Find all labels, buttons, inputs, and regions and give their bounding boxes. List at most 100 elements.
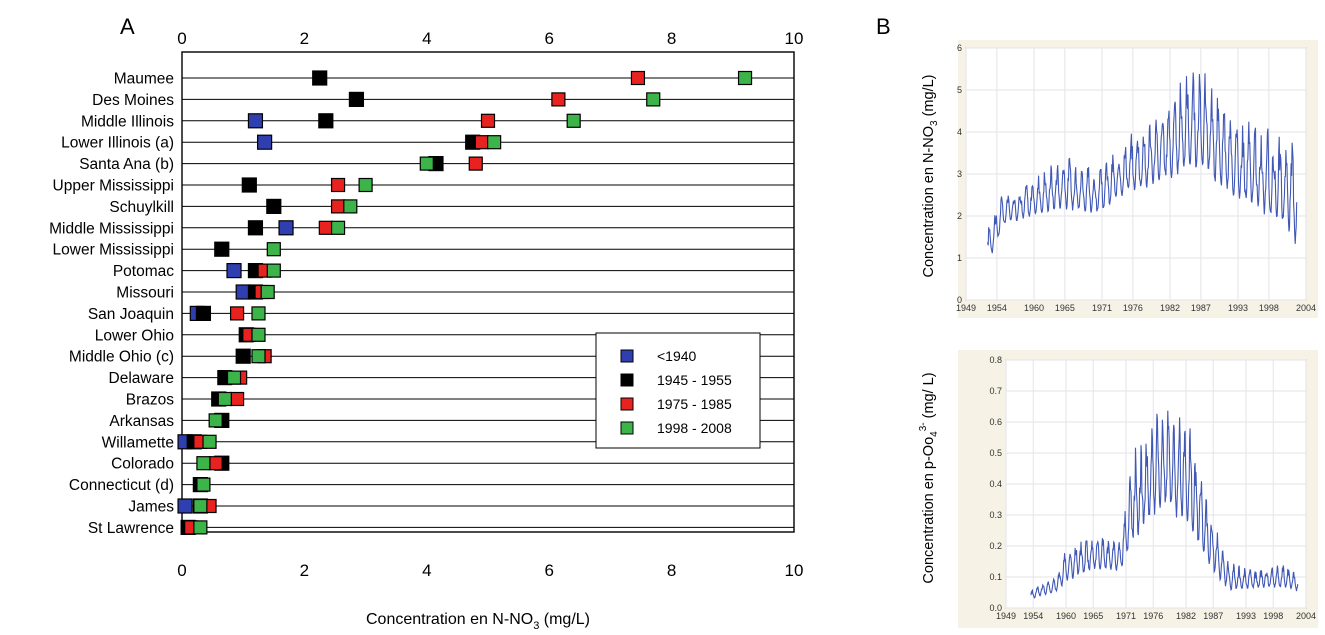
category-label-maumee: Maumee	[114, 71, 174, 88]
category-label-arkansas: Arkansas	[109, 413, 174, 430]
y-tick-label: 0.3	[989, 510, 1002, 520]
marker-connecticut-d-1998-2008	[196, 477, 211, 492]
panel-a-x-axis-title-sub: 3	[533, 620, 539, 632]
marker-colorado-1998-2008	[196, 456, 211, 471]
marker-lower-illinois-a-1998-2008	[487, 135, 502, 150]
panel-b-bottom-chart: 1949 1954 1960 1965 1971 1976 1982 1987 1993 1998…	[918, 350, 1318, 628]
panel-b-top-chart: 1949 1954 1960 1965 1971 1976 1982 1987 1993 1998…	[921, 40, 1318, 318]
panel-a-chart: 0 2 4 6 8 10 0 2 4 6 8 10 Maumee Des Moines Middle I…	[49, 29, 803, 632]
top-tick-label: 0	[177, 29, 186, 48]
category-label-middle-mississippi: Middle Mississippi	[49, 220, 174, 237]
marker-middle-mississippi-1940	[278, 220, 294, 236]
x-tick-label: 1982	[1160, 303, 1180, 313]
panel-a-top-ticks: 0 2 4 6 8 10	[177, 29, 803, 48]
category-label-missouri: Missouri	[116, 285, 174, 302]
x-tick-label: 1987	[1191, 303, 1211, 313]
marker-middle-illinois-1945-1955	[318, 113, 334, 129]
top-tick-label: 4	[422, 29, 431, 48]
panel-a-plot-frame	[181, 51, 795, 533]
x-tick-label: 1965	[1083, 611, 1103, 621]
marker-upper-mississippi-1945-1955	[241, 177, 257, 193]
panel-label-b: B	[876, 14, 891, 39]
marker-san-joaquin-1975-1985	[229, 306, 245, 321]
y-tick-label: 0.5	[989, 448, 1002, 458]
category-label-lower-ohio: Lower Ohio	[95, 327, 174, 344]
marker-des-moines-1945-1955	[348, 91, 365, 108]
y-tick-label: 0	[957, 295, 962, 305]
legend-label-1945-1955: 1945 - 1955	[657, 372, 732, 388]
category-label-potomac: Potomac	[113, 263, 174, 280]
marker-middle-mississippi-1945-1955	[247, 220, 264, 236]
panel-a-x-axis-title-tail: (mg/L)	[539, 611, 590, 628]
category-label-willamette: Willamette	[102, 434, 174, 451]
y-tick-label: 4	[957, 127, 962, 137]
marker-potomac-1940	[226, 263, 242, 279]
y-tick-label: 0.8	[989, 355, 1002, 365]
marker-colorado-1975-1985	[208, 456, 223, 471]
marker-missouri-1998-2008	[260, 284, 275, 300]
marker-santa-ana-b-1998-2008	[419, 156, 434, 171]
panel-a-category-labels: Maumee Des Moines Middle Illinois Lower Ill…	[49, 71, 174, 537]
marker-schuylkill-1998-2008	[343, 199, 358, 214]
bottom-tick-label: 4	[422, 561, 431, 580]
marker-middle-illinois-1975-1985	[480, 113, 496, 128]
x-tick-label: 2004	[1296, 303, 1316, 313]
marker-maumee-1975-1985	[630, 70, 646, 86]
marker-san-joaquin-1945-1955	[195, 305, 212, 321]
marker-lower-illinois-a-1940	[257, 134, 273, 150]
marker-lower-mississippi-1945-1955	[214, 241, 230, 257]
marker-santa-ana-b-1975-1985	[468, 156, 483, 171]
panel-a-x-axis-title-main: Concentration en N-NO	[366, 611, 533, 628]
panel-b-top-series-line	[987, 72, 1298, 254]
category-label-delaware: Delaware	[109, 370, 174, 387]
x-tick-label: 1960	[1024, 303, 1044, 313]
x-tick-label: 1982	[1176, 611, 1196, 621]
legend-label-1998-2008: 1998 - 2008	[657, 420, 732, 436]
marker-lower-ohio-1998-2008	[251, 327, 266, 342]
marker-middle-mississippi-1998-2008	[330, 220, 346, 235]
y-tick-label: 0.4	[989, 479, 1002, 489]
y-tick-label: 3	[957, 169, 962, 179]
x-tick-label: 1993	[1236, 611, 1256, 621]
legend-swatch-1998-2008	[620, 421, 634, 435]
x-tick-label: 1954	[987, 303, 1007, 313]
category-label-upper-mississippi: Upper Mississippi	[53, 178, 174, 195]
legend-swatch-1945-1955	[620, 373, 634, 387]
x-tick-label: 1998	[1259, 303, 1279, 313]
marker-st-lawrence-1998-2008	[193, 520, 208, 535]
marker-schuylkill-1945-1955	[266, 198, 282, 214]
marker-delaware-1998-2008	[226, 370, 242, 385]
marker-willamette-1998-2008	[202, 434, 217, 449]
bottom-tick-label: 2	[300, 561, 309, 580]
panel-b-top-y-axis-title-main: Concentration en N-NO	[921, 126, 937, 278]
category-label-lower-mississippi: Lower Mississippi	[53, 242, 174, 259]
x-tick-label: 2004	[1296, 611, 1316, 621]
marker-des-moines-1998-2008	[646, 92, 661, 107]
bottom-tick-label: 10	[785, 561, 804, 580]
y-tick-label: 0.0	[989, 603, 1002, 613]
panel-b-bottom-y-axis-title: Concentration en p-Oo43- (mg/ L)	[918, 372, 940, 583]
legend-label-1975-1985: 1975 - 1985	[657, 396, 732, 412]
marker-middle-ohio-c-1945-1955	[235, 348, 251, 364]
x-tick-label: 1949	[956, 303, 976, 313]
panel-b-top-y-axis-title-sub: 3	[929, 120, 940, 126]
bottom-tick-label: 0	[177, 561, 186, 580]
x-tick-label: 1949	[996, 611, 1016, 621]
top-tick-label: 6	[544, 29, 553, 48]
marker-maumee-1998-2008	[737, 70, 753, 86]
marker-arkansas-1998-2008	[208, 413, 223, 428]
x-tick-label: 1998	[1263, 611, 1283, 621]
x-tick-label: 1971	[1092, 303, 1112, 313]
x-tick-label: 1993	[1228, 303, 1248, 313]
marker-middle-illinois-1998-2008	[566, 113, 581, 128]
marker-upper-mississippi-1998-2008	[358, 177, 373, 193]
x-tick-label: 1976	[1123, 303, 1143, 313]
x-tick-label: 1960	[1056, 611, 1076, 621]
y-tick-label: 0.7	[989, 386, 1002, 396]
panel-b-bottom-grid	[1005, 359, 1307, 609]
y-tick-label: 6	[957, 43, 962, 53]
category-label-san-joaquin: San Joaquin	[88, 306, 174, 323]
panel-b-bottom-y-axis-title-tail: (mg/ L)	[921, 372, 937, 422]
marker-lower-mississippi-1998-2008	[266, 242, 281, 257]
